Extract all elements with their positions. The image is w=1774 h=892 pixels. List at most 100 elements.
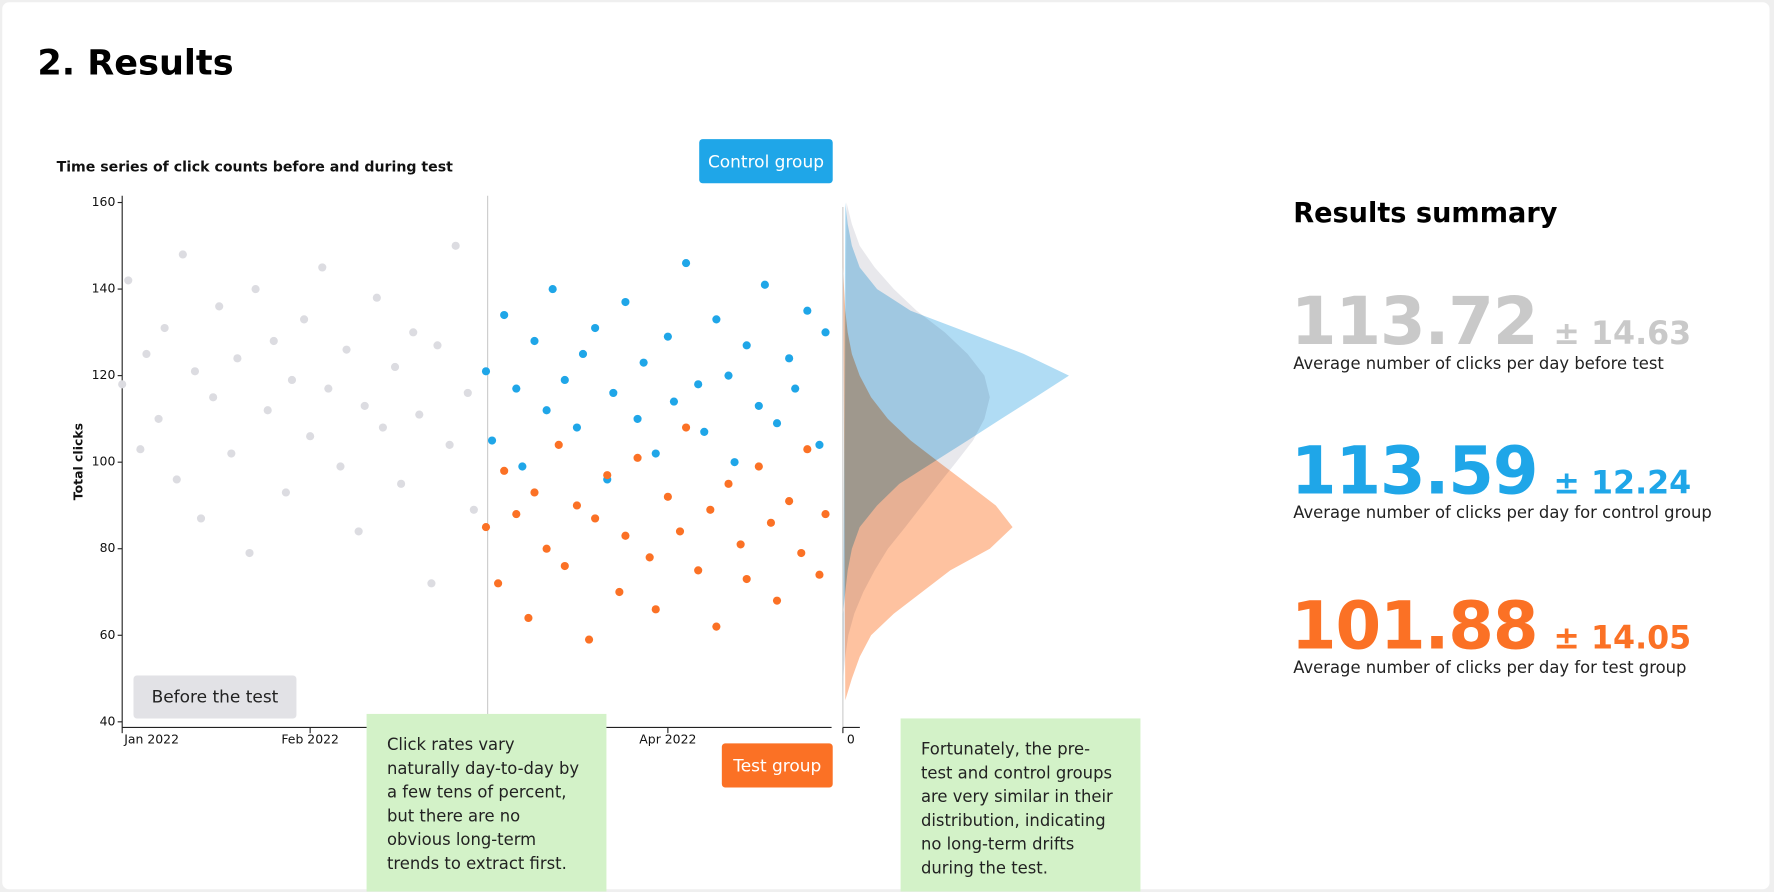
y-tick-label: 60	[100, 627, 116, 642]
point	[542, 544, 551, 553]
point	[154, 414, 163, 423]
point	[639, 358, 648, 367]
point	[651, 605, 660, 614]
point	[609, 388, 618, 398]
point	[754, 462, 763, 471]
point	[342, 345, 351, 354]
point	[754, 401, 763, 410]
point	[730, 458, 739, 467]
point	[142, 349, 151, 359]
point	[663, 332, 672, 341]
point	[196, 514, 206, 523]
point	[409, 328, 418, 337]
point	[251, 284, 260, 294]
point	[736, 540, 745, 549]
point	[724, 371, 733, 380]
point	[518, 462, 527, 471]
point	[354, 527, 363, 536]
point	[584, 635, 594, 644]
point	[136, 445, 145, 454]
point	[785, 497, 794, 506]
point	[554, 440, 563, 449]
point	[651, 449, 660, 458]
point	[615, 587, 624, 597]
x-tick-label: 0	[847, 731, 855, 746]
point	[215, 302, 224, 311]
point	[694, 566, 703, 575]
point	[300, 315, 309, 324]
point	[712, 315, 721, 324]
point	[245, 548, 254, 558]
summary-title: Results summary	[1293, 196, 1558, 229]
test-group-button[interactable]: Test group	[721, 743, 833, 788]
point	[706, 505, 715, 514]
point	[445, 440, 454, 449]
point	[803, 445, 812, 454]
control-group-button[interactable]: Control group	[699, 139, 833, 184]
y-tick-label: 140	[92, 281, 116, 296]
point	[633, 453, 642, 462]
point	[481, 367, 491, 376]
point	[791, 384, 800, 393]
point	[760, 280, 769, 289]
point	[621, 297, 630, 307]
before-label: Before the test	[133, 675, 297, 719]
density-area	[842, 202, 1013, 701]
summary-label: Average number of clicks per day for con…	[1293, 504, 1712, 523]
point	[530, 488, 539, 497]
point	[700, 427, 709, 436]
x-tick-label: Feb 2022	[281, 731, 339, 746]
point	[572, 501, 581, 510]
point	[178, 250, 187, 259]
density-area	[842, 202, 1069, 701]
summary-label: Average number of clicks per day for tes…	[1293, 659, 1687, 678]
y-tick-label: 160	[92, 194, 116, 209]
point	[772, 596, 782, 605]
point	[591, 514, 600, 523]
point	[645, 553, 654, 562]
point	[281, 488, 290, 497]
summary-mean: 113.59	[1290, 432, 1539, 510]
point	[512, 510, 521, 519]
point	[815, 570, 824, 579]
chart-title: Time series of click counts before and d…	[57, 159, 454, 175]
point	[572, 423, 581, 432]
point	[785, 354, 794, 363]
note: Fortunately, the pre-test and control gr…	[900, 718, 1141, 892]
point	[287, 375, 297, 385]
point	[681, 423, 691, 432]
point	[542, 406, 551, 415]
point	[500, 310, 509, 320]
point	[603, 471, 612, 480]
point	[772, 419, 782, 428]
y-tick-label: 80	[100, 540, 116, 555]
summary-error: ± 12.24	[1553, 463, 1692, 502]
point	[487, 436, 497, 445]
point	[336, 462, 345, 471]
point	[742, 574, 751, 584]
point	[621, 531, 630, 540]
y-axis-label: Total clicks	[71, 423, 86, 500]
point	[427, 579, 436, 588]
point	[160, 323, 169, 333]
point	[124, 276, 133, 285]
point	[724, 479, 733, 488]
y-tick-label: 40	[100, 713, 116, 728]
point	[821, 510, 830, 519]
point	[227, 449, 236, 458]
point	[815, 440, 824, 449]
point	[397, 479, 406, 488]
point	[390, 362, 400, 372]
point	[433, 341, 442, 350]
point	[209, 393, 218, 402]
point	[372, 293, 381, 302]
point	[560, 375, 569, 385]
y-tick-label: 100	[92, 454, 116, 469]
note: Click rates vary naturally day-to-day by…	[366, 713, 607, 892]
point	[172, 475, 181, 484]
page-title: 2. Results	[37, 42, 234, 84]
x-tick-label: Jan 2022	[123, 731, 179, 746]
summary-error: ± 14.63	[1553, 314, 1692, 352]
point	[633, 414, 642, 423]
